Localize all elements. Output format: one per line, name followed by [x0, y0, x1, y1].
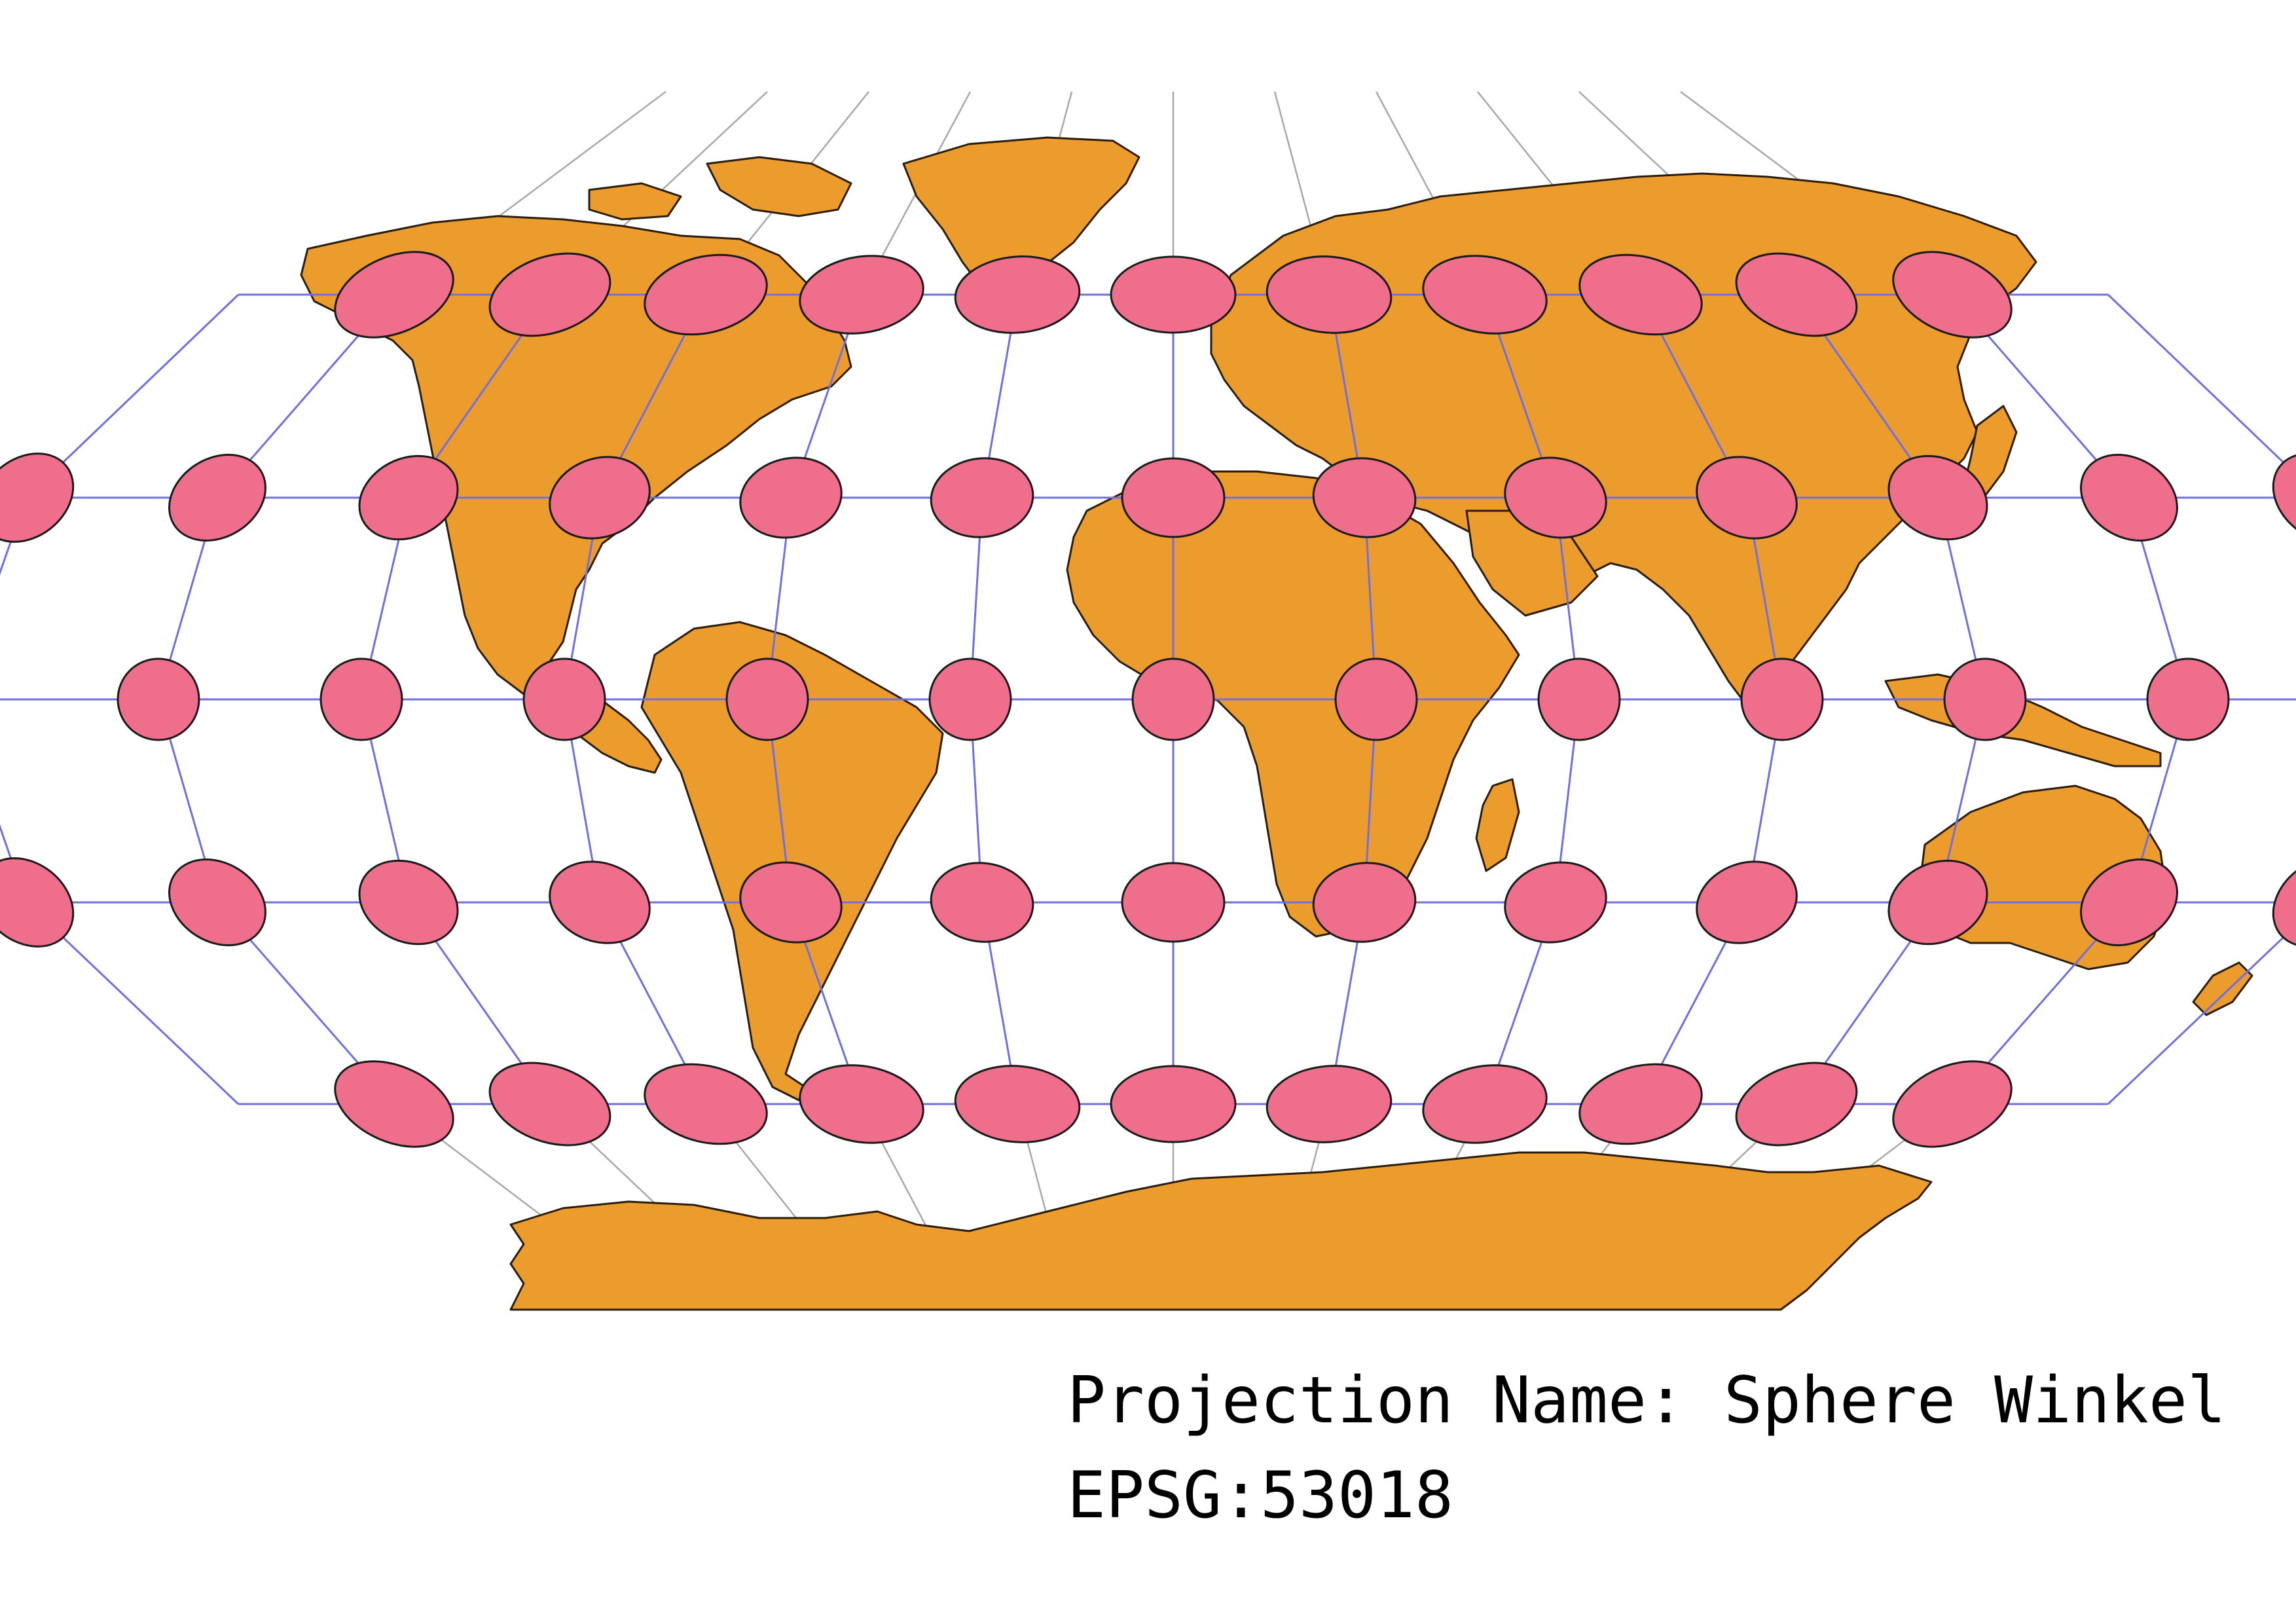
tissot-indicatrix [334, 251, 454, 339]
tissot-indicatrix [739, 456, 843, 539]
tissot-indicatrix [522, 657, 606, 741]
tissot-indicatrix [1887, 859, 1988, 946]
tissot-indicatrix [1422, 1064, 1548, 1144]
tissot-indicatrix [1334, 657, 1418, 741]
land-greenland [902, 136, 1140, 289]
tissot-indicatrix [1892, 1060, 2013, 1148]
tissot-indicatrix [2080, 858, 2178, 946]
tissot-indicatrix [1735, 252, 1858, 337]
tissot-indicatrix [1312, 862, 1417, 943]
land-south-america [640, 621, 944, 1101]
tissot-indicatrix [1504, 456, 1607, 539]
tissot-indicatrix [2146, 657, 2230, 741]
tissot-indicatrix [1110, 1065, 1237, 1143]
tissot-indicatrix [1740, 657, 1824, 741]
tissot-indicatrix [319, 657, 403, 741]
tissot-indicatrix [2080, 454, 2178, 542]
tissot-indicatrix [2272, 857, 2296, 948]
tissot-indicatrix [1578, 253, 1703, 336]
tissot-indicatrix [358, 859, 459, 946]
tissot-indicatrix [334, 1060, 454, 1148]
tissot-indicatrix [1312, 457, 1417, 538]
projection-code-label: EPSG:53018 [1067, 1458, 1454, 1533]
tissot-indicatrix [930, 457, 1034, 538]
tissot-indicatrix [928, 657, 1012, 741]
tissot-indicatrices [0, 251, 2296, 1148]
tissot-indicatrix [1735, 1061, 1858, 1147]
tissot-indicatrix [1131, 657, 1215, 741]
tissot-indicatrix [1892, 251, 2013, 339]
tissot-indicatrix [1578, 1063, 1703, 1145]
land-new-zealand [2192, 961, 2253, 1016]
tissot-indicatrix [1110, 255, 1237, 334]
tissot-indicatrix [739, 861, 843, 944]
tissot-indicatrix [1121, 457, 1226, 538]
tissot-indicatrix [930, 862, 1034, 943]
tissot-indicatrix [725, 657, 809, 741]
land-arctic-islands [706, 156, 852, 217]
tissot-indicatrix [1422, 255, 1548, 335]
tissot-indicatrix [1537, 657, 1621, 741]
land-antarctica [509, 1151, 1933, 1311]
tissot-indicatrix [1696, 860, 1798, 944]
tissot-indicatrix [1943, 657, 2027, 741]
meridian--180 [0, 293, 240, 1105]
tissot-indicatrix [0, 857, 75, 948]
tissot-indicatrix [1121, 862, 1226, 943]
tissot-indicatrix [358, 454, 459, 541]
tissot-indicatrix [1266, 255, 1393, 334]
land-japan [1963, 405, 2018, 499]
land-arctic-islands-2 [588, 182, 682, 221]
tissot-indicatrix [549, 860, 651, 944]
land-madagascar [1475, 778, 1520, 872]
tissot-indicatrix [1504, 861, 1607, 944]
tissot-indicatrix [117, 657, 200, 741]
projection-name-label: Projection Name: Sphere Winkel [1067, 1363, 2227, 1438]
tissot-indicatrix [0, 452, 75, 543]
tissot-indicatrix [954, 255, 1081, 334]
tissot-indicatrix [488, 252, 611, 337]
tissot-indicatrix [644, 253, 768, 336]
tissot-indicatrix [549, 456, 651, 540]
tissot-indicatrix [1696, 456, 1798, 540]
tissot-indicatrix [799, 255, 924, 335]
tissot-indicatrix [2272, 452, 2296, 543]
tissot-indicatrix [644, 1063, 768, 1145]
tissot-indicatrix [168, 858, 266, 946]
tissot-indicatrix [799, 1064, 924, 1144]
tissot-indicatrix [1266, 1065, 1393, 1143]
tissot-indicatrix [168, 454, 266, 542]
tissot-indicatrix [488, 1061, 611, 1147]
tissot-indicatrix [1887, 454, 1988, 541]
meridian-180 [2107, 293, 2296, 1105]
tissot-indicatrix [954, 1065, 1081, 1143]
